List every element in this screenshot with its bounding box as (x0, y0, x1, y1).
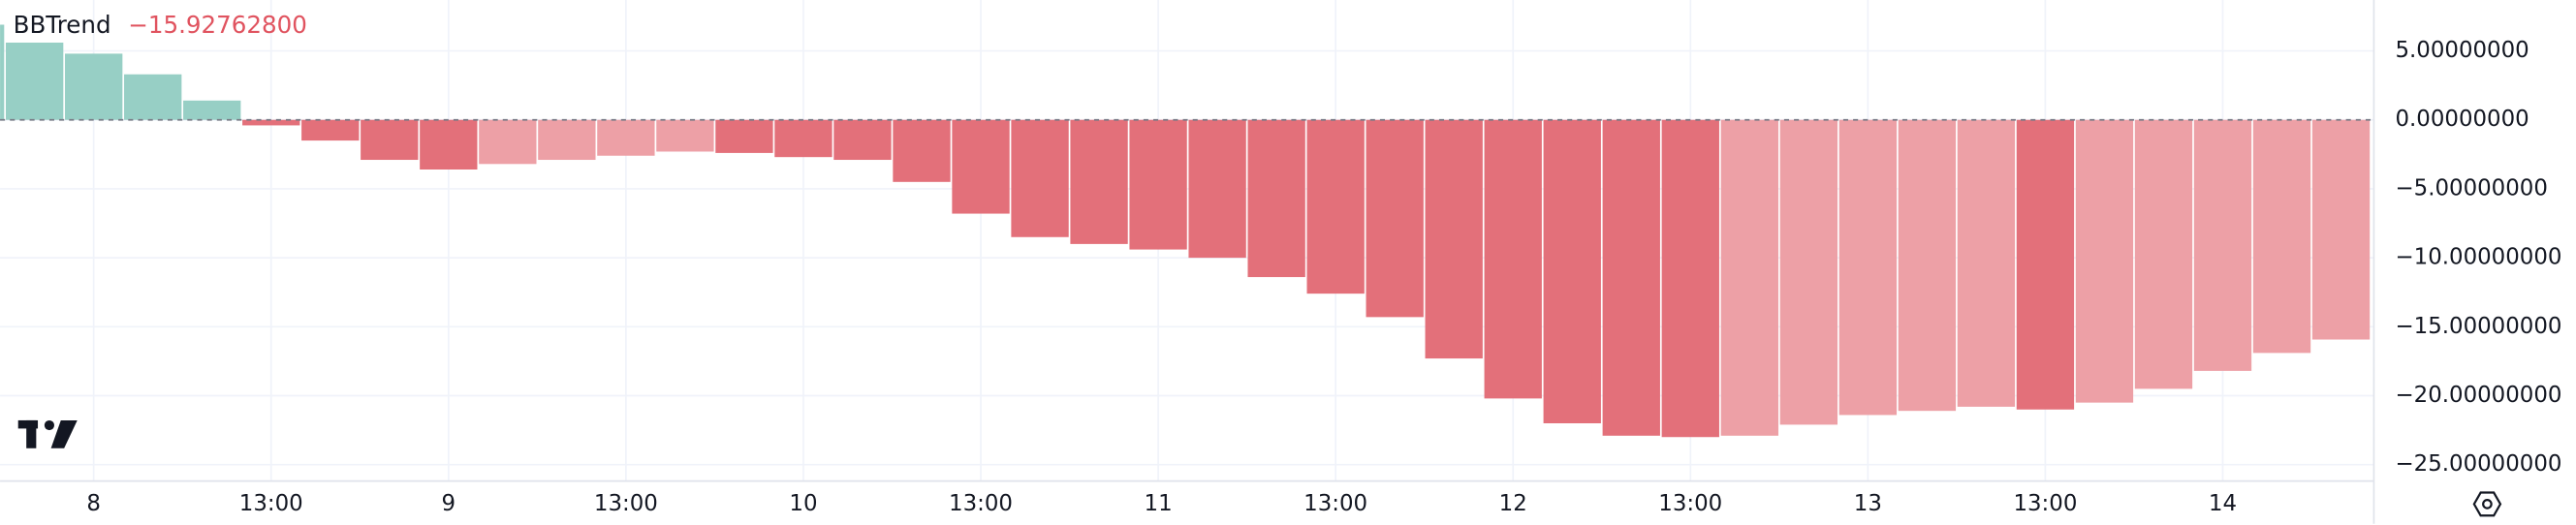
bar (2016, 119, 2075, 410)
x-tick-label: 13:00 (2013, 491, 2077, 516)
bar (952, 119, 1010, 214)
bar (1484, 119, 1542, 399)
logo (17, 419, 78, 448)
bar (242, 119, 300, 126)
x-tick-label: 8 (86, 491, 101, 516)
bar (479, 119, 537, 165)
bars (0, 24, 2371, 438)
bar (1425, 119, 1483, 359)
bar (597, 119, 655, 156)
bar (1720, 119, 1778, 436)
bar (183, 100, 241, 120)
bar (2075, 119, 2134, 403)
x-tick-label: 13:00 (1658, 491, 1722, 516)
bar (2311, 119, 2371, 340)
bar (833, 119, 892, 161)
bar (656, 119, 714, 152)
bar (361, 119, 419, 161)
y-tick-label: −20.00000000 (2395, 383, 2561, 408)
bar (893, 119, 951, 182)
y-tick-label: 0.00000000 (2395, 107, 2529, 132)
x-tick-label: 11 (1145, 491, 1173, 516)
bar (301, 119, 360, 141)
bar (65, 53, 123, 120)
bar (1543, 119, 1601, 423)
bar (0, 24, 5, 120)
x-tick-label: 13:00 (949, 491, 1013, 516)
bar (2134, 119, 2193, 389)
x-tick-label: 13:00 (1304, 491, 1367, 516)
bar (1661, 119, 1719, 438)
bar (1188, 119, 1246, 259)
y-tick-label: −15.00000000 (2395, 314, 2561, 339)
bar (1602, 119, 1660, 436)
bar (1247, 119, 1305, 278)
x-tick-label: 12 (1499, 491, 1527, 516)
bar (538, 119, 596, 161)
bar (1129, 119, 1187, 250)
bar (124, 74, 182, 120)
bar (774, 119, 832, 158)
bar (1366, 119, 1424, 318)
bar (1070, 119, 1128, 244)
x-tick-label: 13:00 (239, 491, 303, 516)
y-tick-label: −5.00000000 (2395, 175, 2547, 201)
bar (1898, 119, 1957, 412)
y-tick-label: −10.00000000 (2395, 245, 2561, 270)
bar (715, 119, 773, 153)
x-tick-label: 13 (1854, 491, 1882, 516)
settings-icon[interactable] (2472, 491, 2502, 517)
bar (420, 119, 478, 170)
bar (1779, 119, 1838, 425)
y-tick-label: 5.00000000 (2395, 38, 2529, 63)
bar (5, 42, 64, 120)
bar (1957, 119, 2016, 407)
indicator-value: −15.92762800 (128, 11, 307, 39)
y-tick-label: −25.00000000 (2395, 451, 2561, 477)
x-tick-label: 13:00 (594, 491, 658, 516)
bar (2193, 119, 2252, 371)
x-tick-label: 10 (789, 491, 817, 516)
x-tick-label: 14 (2209, 491, 2237, 516)
bar (2252, 119, 2311, 354)
bar (1011, 119, 1069, 237)
x-tick-label: 9 (442, 491, 456, 516)
bar (1838, 119, 1898, 416)
bar (1306, 119, 1365, 294)
indicator-name: BBTrend (14, 11, 111, 39)
